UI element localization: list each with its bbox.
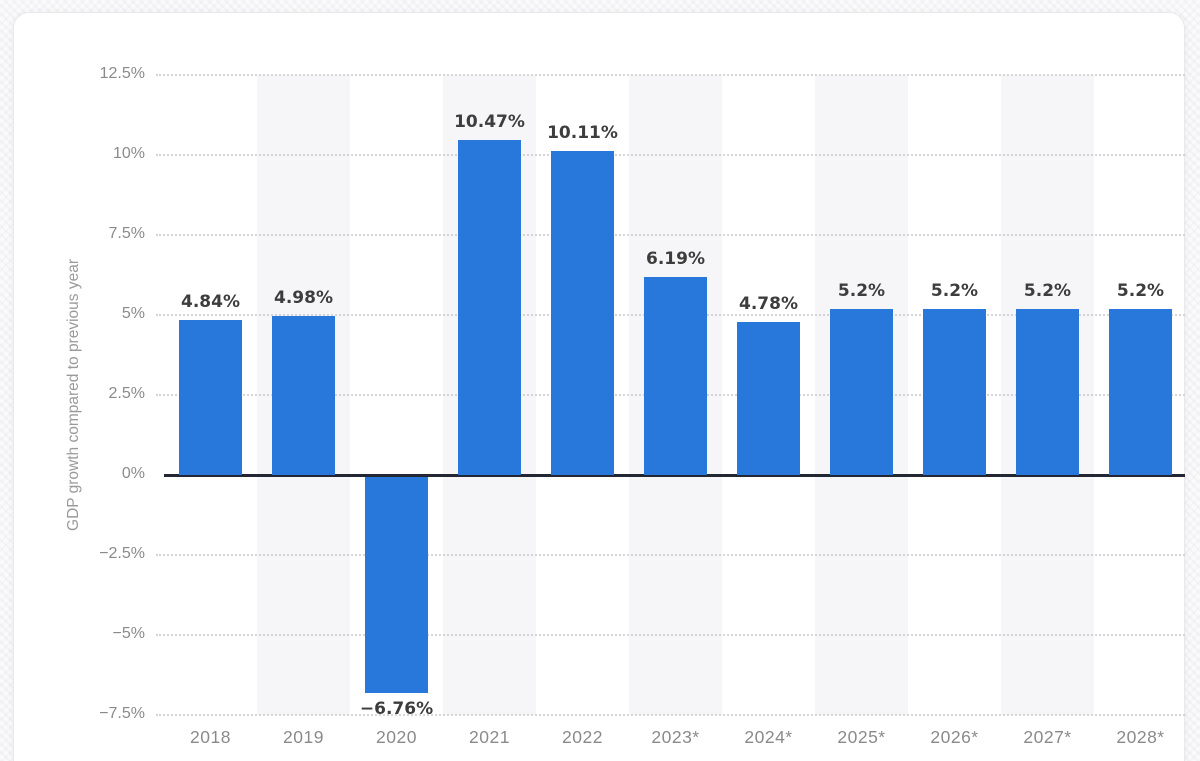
x-axis-tick-label: 2025* — [837, 727, 886, 747]
gridline — [156, 714, 1185, 716]
bar-2026* — [923, 308, 986, 475]
x-axis-tick-label: 2018 — [190, 727, 231, 747]
x-axis-tick-label: 2024* — [744, 727, 793, 747]
x-axis-tick-label: 2021 — [469, 727, 510, 747]
bar-2022 — [551, 151, 614, 475]
bar-2023* — [644, 276, 707, 475]
bar-value-label: 4.78% — [739, 294, 798, 315]
y-axis-tick-label: 7.5% — [108, 225, 145, 242]
bar-value-label: 4.98% — [274, 287, 333, 308]
gridline — [156, 634, 1185, 636]
bar-value-label: 5.2% — [837, 280, 886, 301]
y-axis-tick-label: −7.5% — [99, 705, 145, 722]
gridline — [156, 154, 1185, 156]
y-axis-tick-label: 12.5% — [99, 65, 145, 82]
bar-2024* — [737, 322, 800, 475]
bar-value-label: 6.19% — [646, 248, 705, 269]
x-axis-tick-label: 2028* — [1116, 727, 1165, 747]
x-axis-tick-label: 2019 — [283, 727, 324, 747]
y-axis-tick-label: 5% — [121, 305, 145, 322]
x-axis-tick-label: 2026* — [930, 727, 979, 747]
bar-2020 — [365, 476, 428, 693]
y-axis-tick-label: 10% — [112, 145, 145, 162]
bar-value-label: 10.47% — [454, 111, 525, 132]
x-axis-tick-label: 2020 — [376, 727, 417, 747]
x-axis-tick-label: 2027* — [1023, 727, 1072, 747]
bar-value-label: 10.11% — [547, 123, 618, 144]
bar-2019 — [272, 315, 335, 475]
bar-value-label: 4.84% — [181, 292, 240, 313]
bar-value-label: −6.76% — [359, 699, 434, 720]
x-axis-zero-line — [164, 473, 1185, 477]
x-axis-tick-label: 2023* — [651, 727, 700, 747]
bar-2027* — [1016, 308, 1079, 475]
gridline — [156, 74, 1185, 76]
y-axis-tick-label: 2.5% — [108, 385, 145, 402]
bar-value-label: 5.2% — [930, 280, 979, 301]
y-axis-tick-label: 0% — [121, 465, 145, 482]
y-axis-tick-label: −2.5% — [99, 545, 145, 562]
bar-value-label: 5.2% — [1116, 280, 1165, 301]
bar-2028* — [1109, 308, 1172, 475]
bar-2018 — [179, 320, 242, 475]
bar-2025* — [830, 308, 893, 475]
bar-2021 — [458, 139, 521, 475]
gridline — [156, 554, 1185, 556]
y-axis-tick-label: −5% — [112, 625, 145, 642]
x-axis-tick-label: 2022 — [562, 727, 603, 747]
bar-value-label: 5.2% — [1023, 280, 1072, 301]
gridline — [156, 234, 1185, 236]
